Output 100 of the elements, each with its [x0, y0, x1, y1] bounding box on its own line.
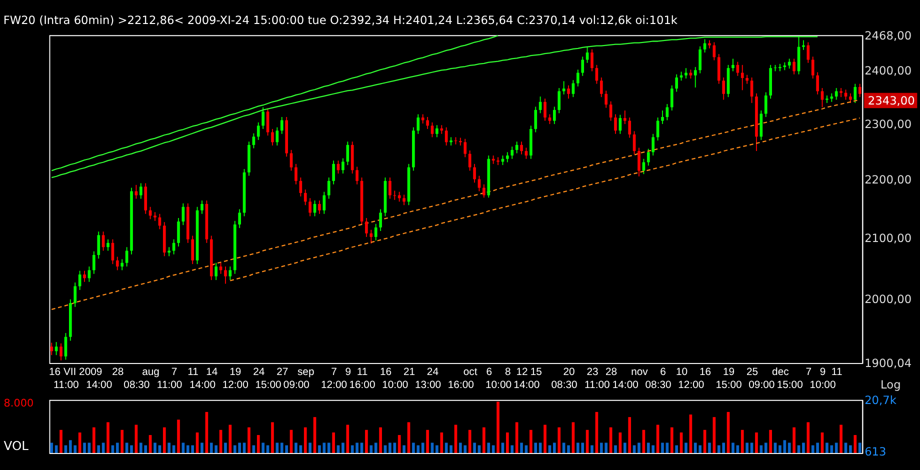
bar	[844, 442, 848, 453]
bar	[628, 417, 632, 453]
x-tick-label: 19 15:00	[716, 366, 742, 392]
candlestick	[379, 208, 382, 232]
candlestick	[811, 56, 814, 80]
candlestick	[576, 69, 580, 87]
x-tick-label: 13:00	[414, 380, 442, 392]
bar	[834, 442, 838, 453]
x-tick-label: 15:00	[776, 380, 804, 392]
text: 2343,00	[868, 93, 915, 108]
x-tick-label: aug	[142, 366, 160, 378]
chart-title: FW20 (Intra 60min) >2212,86< 2009-XI-24 15:00:00 tue O:2392,34 H:2401,24 L:2365,64 C:2370,14 vol:12,6k oi:101k	[3, 13, 678, 28]
x-tick-label: 12	[516, 366, 528, 378]
candlestick	[416, 114, 420, 134]
bar	[88, 442, 91, 453]
y-tick-label: 2300,00	[864, 116, 912, 131]
bar	[740, 430, 744, 453]
x-tick-label: 8	[505, 366, 511, 378]
candlestick	[496, 156, 500, 166]
y-tick-label: 20,7k	[864, 393, 897, 408]
candlestick	[600, 77, 603, 98]
bar	[426, 430, 429, 453]
x-tick-label: 27	[276, 366, 288, 378]
bar	[774, 442, 777, 453]
candlestick	[834, 88, 838, 100]
x-tick-label: 15	[530, 366, 542, 378]
line-series	[230, 117, 860, 282]
x-tick-label: 11:00	[156, 380, 182, 392]
x-tick-label: 15:00	[255, 380, 282, 392]
bar	[558, 427, 561, 453]
candlestick	[684, 68, 688, 80]
bar	[168, 442, 171, 453]
x-tick-label: oct	[463, 366, 478, 378]
candlestick	[736, 61, 740, 76]
x-tick-label: 10	[676, 366, 688, 378]
bar	[360, 442, 364, 453]
candlestick	[342, 158, 344, 174]
bar	[262, 442, 264, 453]
bar	[436, 445, 438, 453]
line-series	[51, 35, 499, 172]
candlestick	[604, 90, 608, 108]
x-tick-label: 11:00	[54, 380, 80, 392]
bar	[97, 445, 100, 453]
bar	[304, 427, 307, 453]
bar	[534, 442, 538, 453]
bar	[590, 445, 594, 453]
bar	[562, 442, 566, 453]
bar	[430, 442, 434, 453]
candlestick	[374, 223, 378, 241]
x-tick-label: 23	[586, 366, 598, 378]
line-series	[51, 36, 818, 178]
candlestick	[840, 88, 842, 98]
candlestick	[139, 182, 142, 200]
bar	[106, 422, 110, 453]
bar	[154, 442, 156, 453]
candlestick	[858, 83, 862, 98]
y-tick-label: 2468,00	[864, 28, 912, 42]
candlestick	[332, 160, 335, 185]
bar	[506, 432, 509, 453]
x-tick-label: 6	[660, 366, 666, 378]
x-tick-label: 28	[112, 366, 124, 378]
bar	[379, 427, 382, 453]
candlestick	[482, 184, 486, 198]
x-tick-label: 14:00	[612, 380, 639, 392]
bar	[327, 442, 330, 453]
bar	[806, 422, 810, 453]
candlestick	[450, 136, 452, 146]
candlestick	[623, 110, 626, 125]
candlestick	[478, 175, 481, 192]
candlestick	[252, 132, 256, 149]
candlestick	[694, 66, 697, 88]
bar	[638, 442, 640, 453]
bar	[248, 427, 250, 453]
candlestick	[402, 194, 406, 206]
bar	[854, 435, 857, 453]
candlestick	[717, 54, 720, 84]
candlestick	[646, 148, 650, 166]
x-tick-label: 16:00	[448, 380, 474, 392]
bar	[675, 445, 678, 453]
candlestick	[430, 122, 434, 138]
bar	[487, 442, 490, 453]
candlestick	[116, 256, 119, 271]
bar	[769, 430, 772, 453]
candlestick	[788, 58, 791, 70]
candlestick	[628, 117, 632, 138]
candlestick	[421, 114, 424, 124]
y-tick-label: 613	[864, 444, 886, 459]
candlestick	[792, 58, 796, 75]
bar	[567, 445, 570, 453]
bar	[162, 427, 166, 453]
candlestick	[238, 208, 241, 228]
candlestick	[125, 246, 128, 267]
bar	[342, 442, 344, 453]
bar	[684, 442, 688, 453]
x-tick-label: 28	[605, 366, 618, 378]
x-tick-label: 14:00	[189, 380, 216, 392]
candlestick	[50, 342, 54, 356]
x-tick-label: 25	[746, 366, 758, 378]
bar	[530, 430, 532, 453]
bar	[102, 442, 105, 453]
